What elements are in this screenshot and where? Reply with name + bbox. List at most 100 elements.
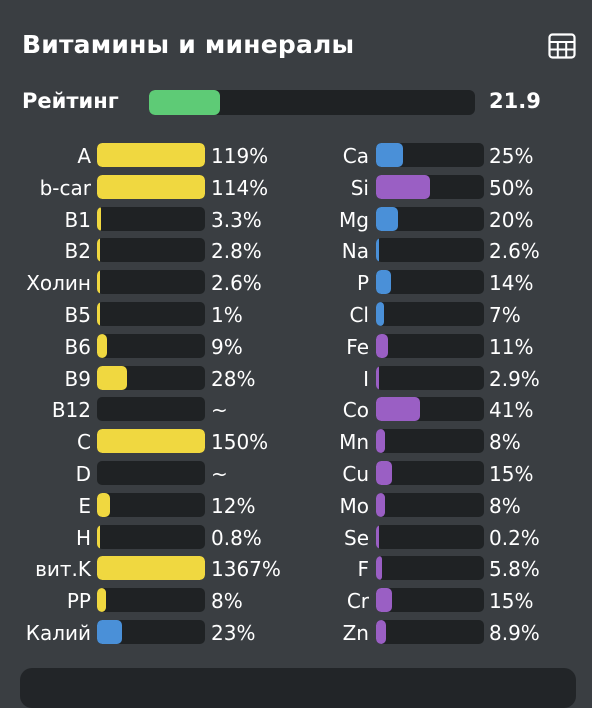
rating-value: 21.9 [489,89,541,113]
vitamins-bar-fill [97,365,128,390]
vitamins-name: B12 [51,398,91,423]
minerals-percent: 2.6% [489,239,540,264]
vitamins-bar [97,365,205,390]
minerals-percent: 7% [489,302,521,327]
minerals-bar [376,365,484,390]
vitamins-bar [97,143,205,167]
minerals-percent: 8% [489,430,521,455]
vitamins-bar-fill [97,524,100,549]
minerals-name: Cr [346,589,369,614]
vitamins-percent: 2.8% [211,239,262,264]
vitamins-bar-fill [97,270,100,295]
minerals-bar-fill [376,365,380,390]
section-title: Витамины и минералы [22,30,355,59]
minerals-name: Mo [339,493,370,518]
vitamins-bar [97,588,205,613]
vitamins-name: Калий [25,620,91,645]
minerals-percent: 8% [489,493,521,518]
minerals-bar [376,238,484,263]
minerals-percent: 15% [489,461,534,486]
minerals-bar-fill [376,333,388,358]
vitamins-bar-fill [97,429,205,454]
vitamins-bar [97,460,205,485]
vitamins-percent: 1% [211,302,243,327]
vitamins-name: A [77,144,91,168]
minerals-percent: 11% [489,334,534,359]
minerals-bar-fill [376,301,384,326]
minerals-bar [376,333,484,358]
vitamins-bar [97,492,205,517]
vitamins-name: PP [66,589,91,614]
vitamins-name: H [75,525,91,550]
vitamins-name: D [75,461,91,486]
minerals-bar-fill [376,524,379,549]
vitamins-bar-fill [97,588,106,613]
minerals-name: F [357,557,369,582]
minerals-bar [376,556,484,581]
vitamins-name: B2 [64,239,91,264]
minerals-name: Se [344,525,369,550]
minerals-bar-fill [376,270,392,295]
vitamins-percent: 12% [211,493,256,518]
minerals-name: Zn [342,620,369,645]
vitamins-percent: 9% [211,334,243,359]
minerals-name: Na [341,239,369,264]
minerals-name: Cu [342,461,369,486]
minerals-bar [376,460,484,485]
vitamins-percent: 23% [211,620,256,645]
vitamins-name: B9 [64,366,91,391]
minerals-bar-fill [376,238,379,263]
minerals-percent: 8.9% [489,620,540,645]
vitamins-percent: 1367% [211,557,281,582]
table-icon[interactable] [548,33,576,59]
minerals-name: I [363,366,369,391]
minerals-name: Ca [342,144,369,168]
minerals-bar-fill [376,206,398,231]
vitamins-percent: 114% [211,175,269,200]
vitamins-name: вит.K [35,557,91,582]
vitamins-name: B1 [64,207,91,232]
minerals-bar-fill [376,143,403,167]
vitamins-name: E [78,493,91,518]
minerals-percent: 15% [489,589,534,614]
vitamins-bar-fill [97,238,101,263]
vitamins-percent: 119% [211,144,269,168]
vitamins-percent: ~ [211,398,228,423]
minerals-bar-fill [376,556,383,581]
minerals-bar-fill [376,429,385,454]
vitamins-bar [97,301,205,326]
vitamins-bar-fill [97,619,122,644]
minerals-bar-fill [376,492,385,517]
minerals-bar [376,174,484,199]
vitamins-bar [97,238,205,263]
minerals-bar [376,301,484,326]
vitamins-bar [97,429,205,454]
minerals-percent: 50% [489,175,534,200]
vitamins-percent: 28% [211,366,256,391]
minerals-name: Fe [346,334,369,359]
minerals-bar [376,397,484,422]
minerals-percent: 14% [489,271,534,296]
minerals-bar-fill [376,588,393,613]
vitamins-percent: 150% [211,430,269,455]
vitamins-bar-fill [97,143,205,167]
vitamins-bar [97,397,205,422]
minerals-bar [376,206,484,231]
vitamins-bar-fill [97,492,110,517]
minerals-percent: 5.8% [489,557,540,582]
vitamins-bar [97,524,205,549]
minerals-bar [376,588,484,613]
vitamins-bar [97,174,205,199]
vitamins-name: C [77,430,91,455]
minerals-bar-fill [376,619,386,644]
minerals-bar-fill [376,397,421,422]
vitamins-percent: ~ [211,461,228,486]
minerals-bar [376,270,484,295]
rating-bar [149,90,475,115]
minerals-percent: 25% [489,144,534,168]
minerals-bar-fill [376,174,430,199]
vitamins-percent: 0.8% [211,525,262,550]
minerals-percent: 20% [489,207,534,232]
vitamins-bar [97,270,205,295]
vitamins-bar [97,206,205,231]
